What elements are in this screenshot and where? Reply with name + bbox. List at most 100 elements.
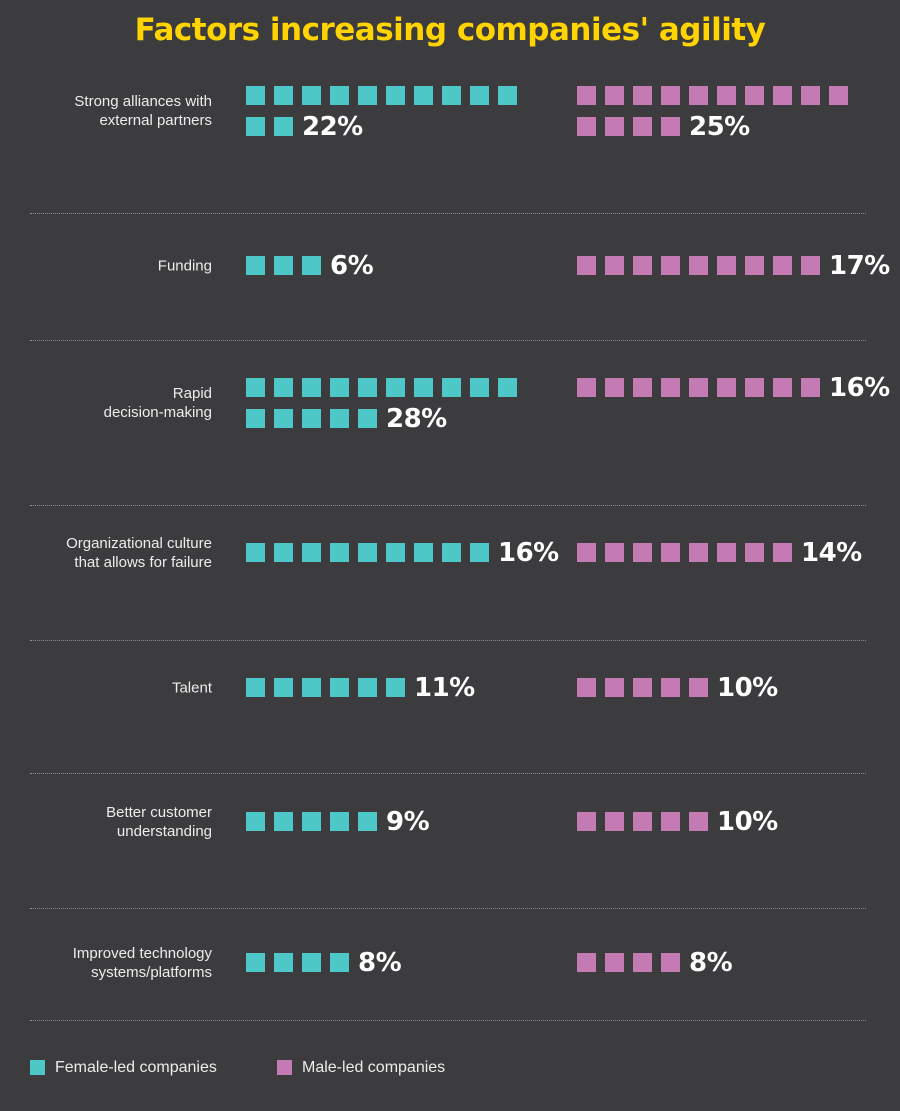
category-label-line: Strong alliances with: [74, 93, 212, 110]
row-divider: [30, 340, 866, 341]
icon-square: [661, 678, 680, 697]
icon-square: [633, 678, 652, 697]
icon-square: [661, 543, 680, 562]
value-label: 10%: [717, 807, 778, 837]
category-label-line: Funding: [157, 257, 212, 274]
icon-square: [633, 86, 652, 105]
icon-square: [605, 812, 624, 831]
icon-square: [274, 378, 293, 397]
value-label: 8%: [689, 948, 733, 978]
category-label-line: that allows for failure: [74, 553, 212, 571]
value-label: 16%: [829, 373, 890, 403]
icon-square: [633, 543, 652, 562]
value-label: 28%: [386, 404, 447, 434]
icon-square: [577, 86, 596, 105]
icon-square: [689, 256, 708, 275]
category-label-line: Better customer: [106, 803, 212, 821]
icon-square: [689, 378, 708, 397]
icon-square: [414, 378, 433, 397]
category-label: Talent: [12, 678, 212, 697]
legend-label-female: Female-led companies: [55, 1059, 217, 1076]
icon-square: [358, 812, 377, 831]
value-label: 11%: [414, 673, 475, 703]
chart-title: Factors increasing companies' agility: [134, 12, 766, 48]
icon-square: [773, 256, 792, 275]
icon-square: [801, 378, 820, 397]
category-label: Rapid decision-making: [12, 384, 212, 422]
category-label-line: Rapid: [172, 385, 212, 402]
icon-square: [605, 86, 624, 105]
icon-square: [330, 409, 349, 428]
icon-square: [605, 117, 624, 136]
icon-square: [246, 678, 265, 697]
icon-square: [274, 409, 293, 428]
icon-square: [745, 256, 764, 275]
category-label: Funding: [12, 256, 212, 275]
icon-square: [661, 117, 680, 136]
icon-square: [661, 256, 680, 275]
row-divider: [30, 1020, 866, 1021]
icon-square: [577, 117, 596, 136]
icon-square: [330, 953, 349, 972]
value-label: 25%: [689, 112, 750, 142]
icon-square: [773, 543, 792, 562]
icon-square: [246, 812, 265, 831]
icon-square: [689, 543, 708, 562]
row-divider: [30, 213, 866, 214]
icon-square: [661, 378, 680, 397]
row-divider: [30, 773, 866, 774]
icon-square: [330, 812, 349, 831]
icon-square: [274, 543, 293, 562]
icon-square: [274, 86, 293, 105]
icon-square: [773, 86, 792, 105]
icon-square: [302, 678, 321, 697]
icon-square: [661, 953, 680, 972]
value-label: 10%: [717, 673, 778, 703]
icon-square: [274, 678, 293, 697]
icon-square: [577, 543, 596, 562]
icon-square: [498, 86, 517, 105]
icon-square: [330, 378, 349, 397]
category-label: Improved technology systems/platforms: [12, 944, 212, 982]
icon-square: [605, 678, 624, 697]
icon-square: [274, 812, 293, 831]
category-label-line: understanding: [116, 822, 212, 840]
value-label: 16%: [498, 538, 559, 568]
icon-square: [801, 256, 820, 275]
icon-square: [577, 953, 596, 972]
value-label: 17%: [829, 251, 890, 281]
icon-square: [386, 86, 405, 105]
icon-square: [302, 953, 321, 972]
icon-square: [246, 953, 265, 972]
icon-square: [577, 256, 596, 275]
icon-square: [330, 543, 349, 562]
icon-square: [577, 812, 596, 831]
category-label: Better customer understanding: [12, 803, 212, 841]
row-divider: [30, 640, 866, 641]
icon-square: [633, 117, 652, 136]
icon-square: [717, 86, 736, 105]
icon-square: [302, 378, 321, 397]
icon-square: [470, 378, 489, 397]
icon-square: [633, 812, 652, 831]
icon-square: [577, 678, 596, 697]
icon-square: [330, 86, 349, 105]
value-label: 22%: [302, 112, 363, 142]
icon-square: [661, 812, 680, 831]
value-label: 8%: [358, 948, 402, 978]
icon-square: [442, 86, 461, 105]
value-label: 6%: [330, 251, 374, 281]
icon-square: [689, 86, 708, 105]
icon-square: [246, 409, 265, 428]
icon-square: [470, 86, 489, 105]
row-divider: [30, 908, 866, 909]
category-label-line: systems/platforms: [91, 963, 212, 981]
icon-square: [633, 953, 652, 972]
row-divider: [30, 505, 866, 506]
icon-square: [246, 378, 265, 397]
legend-swatch-female: [30, 1060, 45, 1075]
category-label: Organizational culture that allows for fa…: [12, 534, 212, 572]
icon-square: [386, 543, 405, 562]
icon-square: [246, 256, 265, 275]
icon-square: [414, 543, 433, 562]
